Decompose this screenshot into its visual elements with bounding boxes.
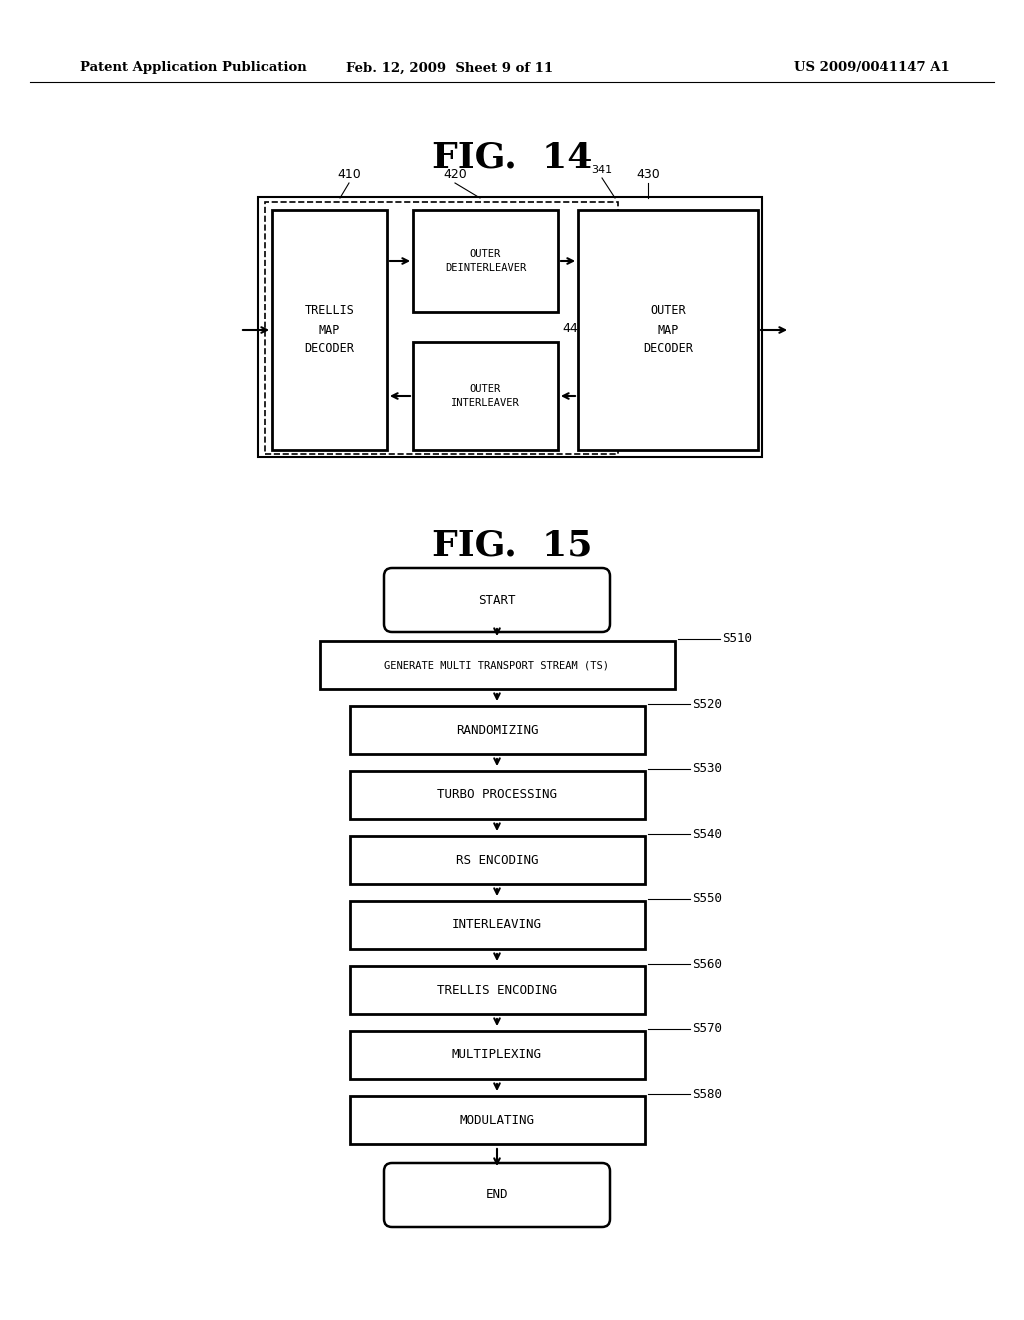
Bar [349,1096,644,1144]
Text: OUTER
DEINTERLEAVER: OUTER DEINTERLEAVER [444,249,526,273]
Text: TRELLIS ENCODING: TRELLIS ENCODING [437,983,557,997]
Bar [349,836,644,884]
Bar [349,1031,644,1078]
Text: RS ENCODING: RS ENCODING [456,854,539,866]
Bar [258,197,762,457]
Text: S560: S560 [692,957,723,970]
Text: TRELLIS
MAP
DECODER: TRELLIS MAP DECODER [304,305,354,355]
FancyBboxPatch shape [384,568,610,632]
Bar [349,902,644,949]
Text: MODULATING: MODULATING [460,1114,535,1126]
Text: 341: 341 [592,165,612,176]
Text: TURBO PROCESSING: TURBO PROCESSING [437,788,557,801]
Text: OUTER
MAP
DECODER: OUTER MAP DECODER [643,305,693,355]
Text: S520: S520 [692,697,723,710]
Bar [272,210,387,450]
FancyBboxPatch shape [384,1163,610,1228]
Text: GENERATE MULTI TRANSPORT STREAM (TS): GENERATE MULTI TRANSPORT STREAM (TS) [384,660,609,671]
Text: 440: 440 [562,322,586,334]
Text: S530: S530 [692,763,723,776]
Text: Patent Application Publication: Patent Application Publication [80,62,307,74]
Text: RANDOMIZING: RANDOMIZING [456,723,539,737]
Text: S550: S550 [692,892,723,906]
Bar [319,642,675,689]
Bar [349,706,644,754]
Text: FIG.  14: FIG. 14 [432,141,592,176]
Bar [413,210,558,312]
Bar [265,202,618,454]
Bar [349,966,644,1014]
Text: FIG.  15: FIG. 15 [432,528,592,562]
Bar [413,342,558,450]
Text: 430: 430 [636,169,659,181]
Text: START: START [478,594,516,606]
Text: OUTER
INTERLEAVER: OUTER INTERLEAVER [452,384,520,408]
Text: S580: S580 [692,1088,723,1101]
Bar [578,210,758,450]
Text: 420: 420 [443,169,467,181]
Text: MULTIPLEXING: MULTIPLEXING [452,1048,542,1061]
Text: US 2009/0041147 A1: US 2009/0041147 A1 [795,62,950,74]
Text: END: END [485,1188,508,1201]
Text: S540: S540 [692,828,723,841]
Text: 410: 410 [337,169,360,181]
Text: Feb. 12, 2009  Sheet 9 of 11: Feb. 12, 2009 Sheet 9 of 11 [346,62,554,74]
Text: INTERLEAVING: INTERLEAVING [452,919,542,932]
Text: S570: S570 [692,1023,723,1035]
Bar [349,771,644,818]
Text: S510: S510 [723,632,753,645]
